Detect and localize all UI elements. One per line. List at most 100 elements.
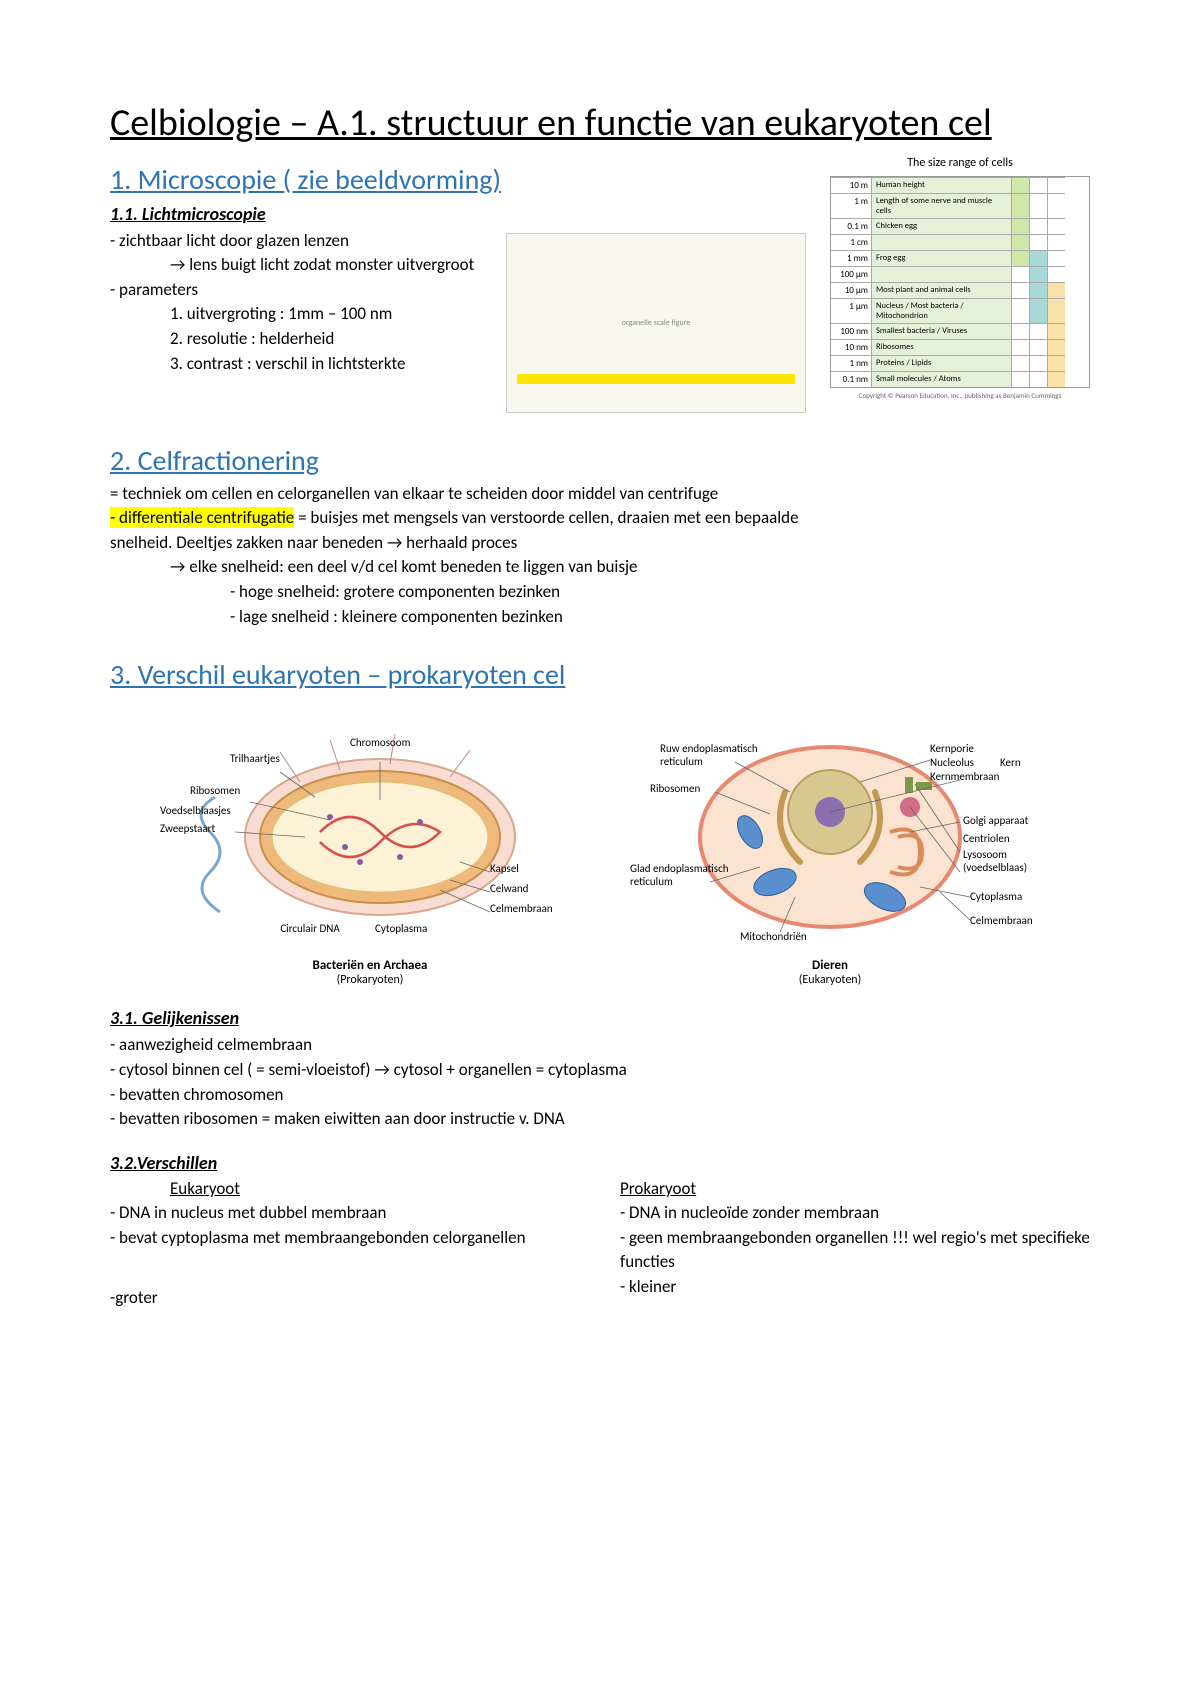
strip-light	[1029, 250, 1047, 266]
section-3-2-heading: 3.2.Verschillen	[110, 1152, 1090, 1174]
section-1-1-heading: 1.1. Lichtmicroscopie	[110, 203, 806, 225]
chart-caption: Copyright © Pearson Education, Inc., pub…	[830, 391, 1090, 400]
chart-label: Human height	[871, 177, 1011, 193]
label-ser: Glad endoplasmatisch reticulum	[630, 862, 740, 888]
strip-unaided	[1011, 177, 1029, 193]
strip-empty	[1011, 323, 1029, 339]
chart-label: Frog egg	[871, 250, 1011, 266]
text-line: - parameters	[110, 278, 482, 303]
text-line: 3. contrast : verschil in lichtsterkte	[110, 352, 482, 377]
section-2-heading: 2. Celfractionering	[110, 443, 806, 478]
text-line: - bevatten chromosomen	[110, 1083, 1090, 1108]
strip-unaided	[1011, 250, 1029, 266]
strip-empty	[1029, 218, 1047, 234]
strip-empty	[1011, 266, 1029, 282]
eukaryoot-col-head: Eukaryoot	[170, 1178, 580, 1199]
label-cytoplasma: Cytoplasma	[375, 922, 427, 935]
text-line: - kleiner	[620, 1275, 1090, 1300]
strip-em	[1047, 298, 1065, 323]
text-line: - zichtbaar licht door glazen lenzen	[110, 229, 482, 254]
figure-caption: Dieren	[620, 958, 1040, 973]
text-line: - lage snelheid : kleinere componenten b…	[110, 605, 806, 630]
label-kapsel: Kapsel	[490, 862, 519, 875]
label-kernporie: Kernporie	[930, 742, 974, 755]
prokaryote-figure: Chromosoom Trilhaartjes Ribosomen Voedse…	[160, 722, 580, 987]
label-rer: Ruw endoplasmatisch reticulum	[660, 742, 780, 768]
chart-tick: 100 nm	[831, 323, 871, 339]
strip-unaided	[1011, 193, 1029, 218]
chart-tick: 1 m	[831, 193, 871, 218]
section-3-heading: 3. Verschil eukaryoten – prokaryoten cel	[110, 657, 1090, 692]
prokaryote-svg	[160, 722, 580, 952]
size-range-chart: The size range of cells 10 mHuman height…	[830, 156, 1090, 400]
figure-caption: Bacteriën en Archaea	[160, 958, 580, 973]
label-centriolen: Centriolen	[963, 832, 1010, 845]
chart-label: Ribosomes	[871, 339, 1011, 355]
text-line: - differentiale centrifugatie = buisjes …	[110, 506, 806, 555]
strip-empty	[1029, 234, 1047, 250]
chart-tick: 0.1 m	[831, 218, 871, 234]
highlight-text: - differentiale centrifugatie	[110, 507, 294, 528]
text-line: 2. resolutie : helderheid	[110, 327, 482, 352]
text-line: - DNA in nucleus met dubbel membraan	[110, 1201, 580, 1226]
figure-caption: (Prokaryoten)	[160, 973, 580, 987]
label-celmembraan: Celmembraan	[490, 902, 553, 915]
strip-empty	[1029, 193, 1047, 218]
strip-em	[1047, 355, 1065, 371]
strip-em	[1047, 371, 1065, 387]
strip-empty	[1011, 339, 1029, 355]
strip-light	[1029, 266, 1047, 282]
text-line: - hoge snelheid: grotere componenten bez…	[110, 580, 806, 605]
chart-tick: 100 µm	[831, 266, 871, 282]
label-cytoplasma: Cytoplasma	[970, 890, 1022, 903]
chart-tick: 1 nm	[831, 355, 871, 371]
text-line: - aanwezigheid celmembraan	[110, 1033, 1090, 1058]
text-line: - bevat cyptoplasma met membraangebonden…	[110, 1226, 580, 1251]
strip-empty	[1011, 282, 1029, 298]
text-line: - bevatten ribosomen = maken eiwitten aa…	[110, 1107, 1090, 1132]
strip-em	[1047, 282, 1065, 298]
label-golgi: Golgi apparaat	[963, 814, 1028, 827]
strip-empty	[1011, 298, 1029, 323]
strip-em	[1047, 339, 1065, 355]
label-voedselblaasjes: Voedselblaasjes	[160, 804, 231, 817]
strip-empty	[1047, 193, 1065, 218]
strip-unaided	[1011, 218, 1029, 234]
chart-tick: 10 µm	[831, 282, 871, 298]
chart-label: Chicken egg	[871, 218, 1011, 234]
text-line: → elke snelheid: een deel v/d cel komt b…	[110, 555, 806, 580]
label-zweepstaart: Zweepstaart	[160, 822, 215, 835]
strip-em	[1047, 323, 1065, 339]
chart-tick: 1 cm	[831, 234, 871, 250]
label-celmembraan: Celmembraan	[970, 914, 1033, 927]
section-3-1-heading: 3.1. Gelijkenissen	[110, 1007, 1090, 1029]
figure-caption: (Eukaryoten)	[620, 973, 1040, 987]
strip-empty	[1011, 371, 1029, 387]
strip-empty	[1047, 234, 1065, 250]
label-chromosoom: Chromosoom	[350, 736, 410, 749]
strip-empty	[1047, 218, 1065, 234]
strip-light	[1029, 298, 1047, 323]
label-kernmembraan: Kernmembraan	[930, 770, 1010, 783]
chart-tick: 0.1 nm	[831, 371, 871, 387]
chart-grid: 10 mHuman height 1 mLength of some nerve…	[830, 176, 1090, 388]
text-line: = techniek om cellen en celorganellen va…	[110, 482, 806, 507]
chart-label	[871, 266, 1011, 282]
label-ribosomen: Ribosomen	[190, 784, 240, 797]
strip-empty	[1029, 177, 1047, 193]
text-line: - cytosol binnen cel ( = semi-vloeistof)…	[110, 1058, 1090, 1083]
strip-empty	[1029, 371, 1047, 387]
strip-empty	[1029, 323, 1047, 339]
text-line: → lens buigt licht zodat monster uitverg…	[110, 253, 482, 278]
text-line: -groter	[110, 1286, 580, 1311]
label-ribosomen: Ribosomen	[650, 782, 700, 795]
chart-tick: 10 m	[831, 177, 871, 193]
text-line: - DNA in nucleoïde zonder membraan	[620, 1201, 1090, 1226]
label-circulairdna: Circulair DNA	[280, 922, 340, 935]
chart-title: The size range of cells	[830, 156, 1090, 170]
strip-unaided	[1011, 234, 1029, 250]
chart-label: Nucleus / Most bacteria / Mitochondrion	[871, 298, 1011, 323]
text-line: - geen membraangebonden organellen !!! w…	[620, 1226, 1090, 1275]
chart-label: Small molecules / Atoms	[871, 371, 1011, 387]
chart-label	[871, 234, 1011, 250]
